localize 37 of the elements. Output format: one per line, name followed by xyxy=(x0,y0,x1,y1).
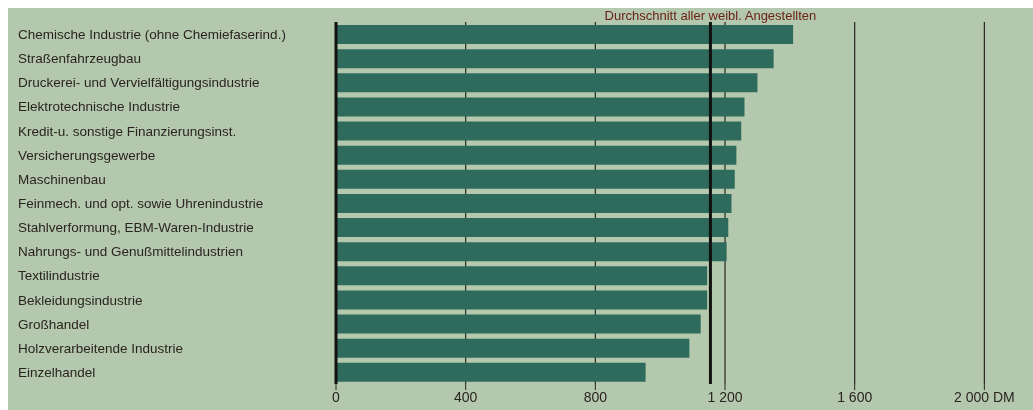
y-tick-label: Kredit-u. sonstige Finanzierungsinst. xyxy=(18,123,237,139)
y-tick-label: Feinmech. und opt. sowie Uhrenindustrie xyxy=(18,196,264,211)
ref-line-label: Durchschnitt aller weibl. Angestellten xyxy=(604,8,817,23)
bar xyxy=(336,169,735,189)
y-tick-label: Versicherungsgewerbe xyxy=(18,147,156,163)
bar xyxy=(336,121,742,141)
bar xyxy=(336,290,708,310)
y-tick-label: Stahlverformung, EBM-Waren-Industrie xyxy=(18,220,254,236)
x-tick-label: 1 600 xyxy=(837,388,873,405)
y-tick-label: Druckerei- und Vervielfältigungsindustrie xyxy=(18,75,260,91)
y-tick-label: Nahrungs- und Genußmittelindustrien xyxy=(18,244,244,260)
bar xyxy=(336,314,701,334)
bar xyxy=(336,25,794,44)
bar xyxy=(336,193,732,213)
bar xyxy=(336,97,745,117)
y-tick-label: Einzelhandel xyxy=(18,364,96,380)
x-tick-label: 2 000 DM xyxy=(954,388,1015,405)
y-tick-label: Straßenfahrzeugbau xyxy=(18,51,142,67)
y-tick-label: Elektrotechnische Industrie xyxy=(18,99,181,115)
y-tick-label: Maschinenbau xyxy=(18,171,106,187)
bar xyxy=(336,338,690,358)
y-tick-label: Bekleidungsindustrie xyxy=(18,292,143,308)
bar xyxy=(336,242,727,262)
bar xyxy=(336,49,774,69)
x-tick-label: 800 xyxy=(583,388,608,405)
x-tick-label: 400 xyxy=(453,388,478,405)
bar xyxy=(336,145,737,165)
bar xyxy=(336,266,708,286)
y-tick-label: Chemische Industrie (ohne Chemiefaserind.) xyxy=(18,27,286,43)
y-tick-label: Textilindustrie xyxy=(18,268,100,284)
x-tick-label: 1 200 xyxy=(707,388,743,405)
bar xyxy=(336,73,758,93)
bar xyxy=(336,218,729,238)
bar xyxy=(336,362,646,382)
y-tick-label: Holzverarbeitende Industrie xyxy=(18,340,184,356)
y-tick-label: Großhandel xyxy=(18,316,90,332)
x-tick-label: 0 xyxy=(332,388,341,405)
